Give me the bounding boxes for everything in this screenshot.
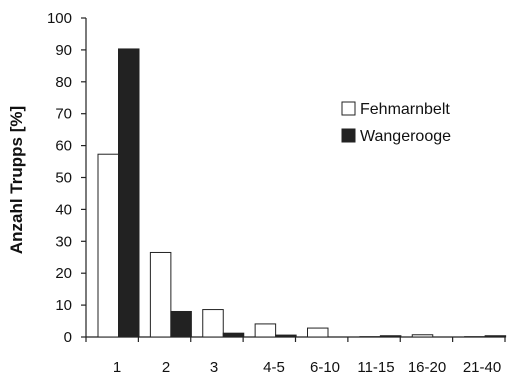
x-tick-label: 11-15 xyxy=(357,359,394,375)
y-tick-label: 10 xyxy=(55,297,72,314)
legend-swatch-wangerooge xyxy=(341,128,356,143)
y-tick-label: 100 xyxy=(47,10,72,27)
bar-fehmarnbelt-1 xyxy=(97,153,119,338)
y-axis-title: Anzahl Trupps [%] xyxy=(7,106,26,254)
y-tick-label: 50 xyxy=(55,170,72,187)
legend: Fehmarnbelt Wangerooge xyxy=(341,101,451,145)
x-tick-label: 21-40 xyxy=(463,359,501,375)
bar-fehmarnbelt-4-5 xyxy=(254,323,277,338)
y-tick-label: 20 xyxy=(55,265,72,282)
bar-wangerooge-21-40 xyxy=(484,335,507,338)
bar-wangerooge-1 xyxy=(118,48,140,338)
y-tick-label: 30 xyxy=(55,233,72,250)
x-tick-label: 3 xyxy=(210,359,218,375)
bar-wangerooge-2 xyxy=(170,310,192,338)
y-tick-label: 60 xyxy=(55,138,72,155)
y-tick-label: 70 xyxy=(55,106,72,123)
x-tick-label: 4-5 xyxy=(263,359,285,375)
y-tick-label: 0 xyxy=(64,329,72,346)
y-tick-label: 80 xyxy=(55,74,72,91)
y-axis: 0 10 20 30 40 50 60 70 80 90 100 xyxy=(47,10,87,346)
bar-fehmarnbelt-6-10 xyxy=(307,327,329,338)
x-tick-label: 2 xyxy=(162,359,170,375)
bar-fehmarnbelt-16-20 xyxy=(411,334,434,338)
x-tick-label: 16-20 xyxy=(408,359,446,375)
y-tick-label: 40 xyxy=(55,201,72,218)
x-tick-label: 1 xyxy=(113,359,121,375)
bar-wangerooge-4-5 xyxy=(275,334,297,338)
x-axis: 1 2 3 4-5 6-10 11-15 16-20 21-40 xyxy=(85,336,506,375)
bar-fehmarnbelt-3 xyxy=(202,309,224,338)
legend-swatch-fehmarnbelt xyxy=(341,101,356,116)
x-tick-label: 6-10 xyxy=(310,359,340,375)
legend-label-fehmarnbelt: Fehmarnbelt xyxy=(360,101,450,118)
bars xyxy=(97,48,507,338)
y-tick-label: 90 xyxy=(55,42,72,59)
bar-wangerooge-3 xyxy=(222,332,245,338)
bar-fehmarnbelt-2 xyxy=(149,251,172,338)
legend-label-wangerooge: Wangerooge xyxy=(360,128,451,145)
bar-wangerooge-11-15 xyxy=(379,335,402,338)
